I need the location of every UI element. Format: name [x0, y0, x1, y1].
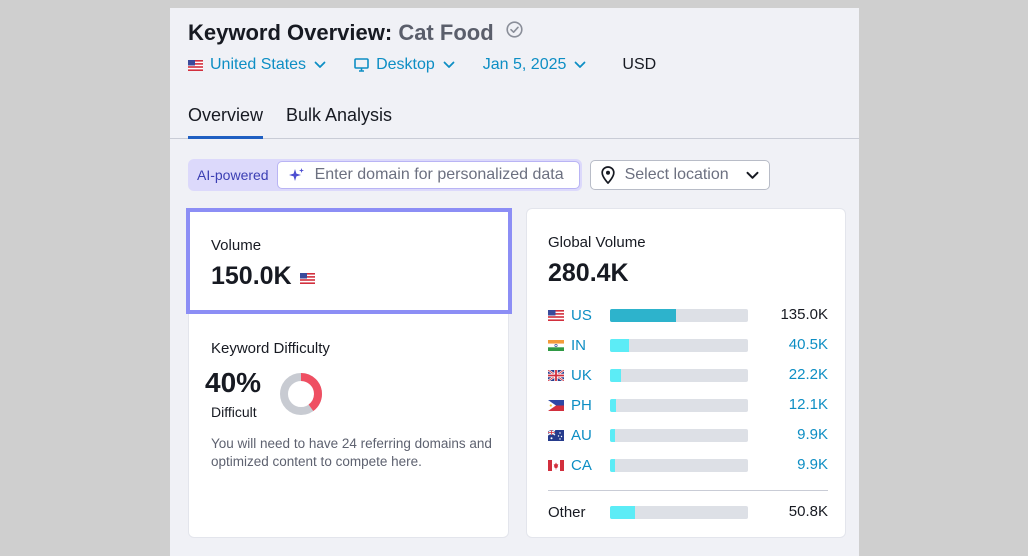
- volume-share-fill: [610, 399, 616, 412]
- volume-share-bar: [610, 459, 748, 472]
- country-row-ph: PH 12.1K: [548, 395, 828, 415]
- country-row-uk: UK 22.2K: [548, 365, 828, 385]
- country-row-ca: CA 9.9K: [548, 455, 828, 475]
- country-label: United States: [210, 56, 307, 73]
- country-dropdown[interactable]: United States: [188, 56, 326, 74]
- volume-value-row: 150.0K: [211, 262, 315, 291]
- country-code[interactable]: US: [571, 306, 592, 324]
- volume-share-fill: [610, 429, 615, 442]
- volume-share-bar: [610, 429, 748, 442]
- uk-flag-icon: [548, 369, 564, 381]
- country-code[interactable]: PH: [571, 396, 592, 414]
- country-code[interactable]: IN: [571, 336, 586, 354]
- country-code[interactable]: CA: [571, 456, 592, 474]
- ai-personalization-row: AI-powered Enter domain for personalized…: [188, 159, 770, 191]
- country-row-in: IN 40.5K: [548, 335, 828, 355]
- chevron-down-icon: [314, 56, 326, 74]
- monitor-icon: [354, 58, 369, 72]
- us-flag-icon: [299, 262, 315, 291]
- volume-share-fill: [610, 459, 615, 472]
- domain-input-placeholder: Enter domain for personalized data: [314, 166, 564, 183]
- volume-share-bar: [610, 309, 748, 322]
- difficulty-arc: [280, 373, 322, 415]
- volume-share-fill: [610, 369, 622, 382]
- country-row-au: AU 9.9K: [548, 425, 828, 445]
- difficulty-donut-chart: [278, 371, 324, 422]
- volume-card: Volume 150.0K: [186, 208, 512, 314]
- us-flag-icon: [188, 59, 203, 71]
- india-flag-icon: [548, 339, 564, 351]
- title-prefix: Keyword Overview:: [188, 20, 393, 45]
- sparkle-icon: [288, 167, 305, 184]
- chevron-down-icon: [443, 56, 455, 74]
- country-volume[interactable]: 22.2K: [788, 366, 828, 383]
- ai-powered-badge: AI-powered: [197, 167, 269, 183]
- us-flag-icon: [548, 309, 564, 321]
- global-volume-value: 280.4K: [548, 259, 629, 287]
- chevron-down-icon: [574, 56, 586, 74]
- check-circle-icon: [506, 18, 523, 44]
- volume-share-bar: [610, 506, 748, 519]
- keyword-name: Cat Food: [398, 20, 494, 45]
- volume-share-fill: [610, 506, 635, 519]
- country-volume[interactable]: 40.5K: [788, 336, 828, 353]
- keyword-difficulty-label: Keyword Difficulty: [211, 340, 330, 357]
- other-volume: 50.8K: [788, 503, 828, 520]
- volume-share-fill: [610, 309, 677, 322]
- tab-bulk-analysis[interactable]: Bulk Analysis: [286, 105, 393, 125]
- canada-flag-icon: [548, 459, 564, 471]
- volume-label: Volume: [211, 237, 262, 254]
- country-row-us: US 135.0K: [548, 305, 828, 325]
- filter-bar: United States Desktop Jan 5, 2025 USD: [188, 54, 656, 76]
- other-label: Other: [548, 503, 586, 521]
- philippines-flag-icon: [548, 399, 564, 411]
- country-row-other: Other 50.8K: [548, 502, 828, 522]
- country-volume[interactable]: 12.1K: [788, 396, 828, 413]
- global-volume-card: Global Volume 280.4K US 135.0K IN 40.5K …: [526, 208, 846, 538]
- keyword-difficulty-level: Difficult: [211, 404, 257, 420]
- date-label: Jan 5, 2025: [482, 56, 567, 73]
- currency-label: USD: [622, 56, 657, 73]
- ai-powered-group: AI-powered Enter domain for personalized…: [188, 159, 582, 191]
- country-volume: 135.0K: [780, 306, 828, 323]
- volume-share-bar: [610, 369, 748, 382]
- keyword-overview-panel: Keyword Overview: Cat Food United States…: [170, 8, 859, 556]
- global-volume-label: Global Volume: [548, 234, 646, 251]
- tab-bar: Overview Bulk Analysis: [170, 103, 859, 139]
- australia-flag-icon: [548, 429, 564, 441]
- volume-share-bar: [610, 399, 748, 412]
- location-placeholder: Select location: [624, 166, 729, 183]
- chevron-down-icon: [746, 171, 759, 180]
- country-volume[interactable]: 9.9K: [797, 426, 828, 443]
- device-label: Desktop: [376, 56, 435, 73]
- location-select[interactable]: Select location: [589, 160, 770, 190]
- keyword-difficulty-value: 40%: [205, 367, 262, 398]
- device-dropdown[interactable]: Desktop: [354, 56, 455, 74]
- location-pin-icon: [600, 166, 615, 184]
- domain-input[interactable]: Enter domain for personalized data: [276, 161, 580, 189]
- date-dropdown[interactable]: Jan 5, 2025: [483, 56, 587, 74]
- tab-overview[interactable]: Overview: [188, 105, 264, 139]
- volume-share-fill: [610, 339, 630, 352]
- volume-value: 150.0K: [211, 262, 292, 290]
- page-title: Keyword Overview: Cat Food: [188, 18, 523, 46]
- country-code[interactable]: AU: [571, 426, 592, 444]
- volume-share-bar: [610, 339, 748, 352]
- divider: [548, 490, 828, 491]
- keyword-difficulty-description: You will need to have 24 referring domai…: [211, 436, 492, 469]
- country-code[interactable]: UK: [571, 366, 592, 384]
- country-volume[interactable]: 9.9K: [797, 456, 828, 473]
